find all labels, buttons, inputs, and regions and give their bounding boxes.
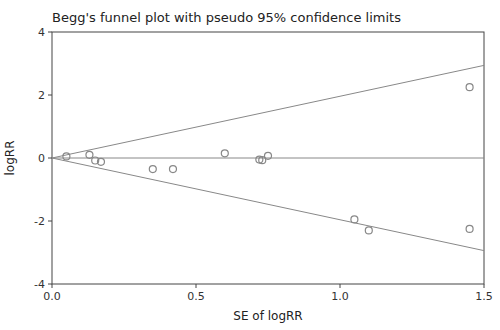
chart: 0.0 0.5 1.0 1.5 -4 -2 0 2 4 Begg's funnel plot wi… [0, 0, 500, 330]
y-axis-label: logRR [3, 141, 17, 176]
study-point [351, 216, 358, 223]
x-axis-label: SE of logRR [233, 309, 302, 323]
axes: 0.0 0.5 1.0 1.5 -4 -2 0 2 4 [34, 26, 493, 303]
study-point [221, 150, 228, 157]
y-tick-label: 0 [38, 152, 45, 165]
lower-confidence-limit [52, 158, 484, 251]
x-tick [340, 284, 341, 288]
study-point [97, 158, 104, 165]
y-tick [48, 158, 52, 159]
x-tick-label: 0.5 [187, 290, 205, 303]
study-point [466, 84, 473, 91]
upper-confidence-limit [52, 65, 484, 158]
x-tick-label: 1.5 [475, 290, 493, 303]
x-tick-label: 0.0 [43, 290, 61, 303]
y-tick [48, 32, 52, 33]
x-tick [484, 284, 485, 288]
title: Begg's funnel plot with pseudo 95% confi… [52, 10, 401, 25]
study-point [86, 151, 93, 158]
study-point [466, 225, 473, 232]
y-tick [48, 95, 52, 96]
y-tick-label: 2 [38, 89, 45, 102]
study-point [169, 166, 176, 173]
y-tick-label: 4 [38, 26, 45, 39]
study-point [63, 153, 70, 160]
y-tick [48, 284, 52, 285]
study-point [149, 166, 156, 173]
plot-frame [52, 32, 484, 284]
y-tick-label: -2 [34, 215, 45, 228]
study-point [265, 152, 272, 159]
y-tick [48, 221, 52, 222]
x-tick [52, 284, 53, 288]
x-tick [196, 284, 197, 288]
x-tick-label: 1.0 [331, 290, 349, 303]
study-point [365, 227, 372, 234]
plot-area [52, 65, 484, 250]
y-tick-label: -4 [34, 278, 45, 291]
null-effect-line [52, 158, 484, 159]
